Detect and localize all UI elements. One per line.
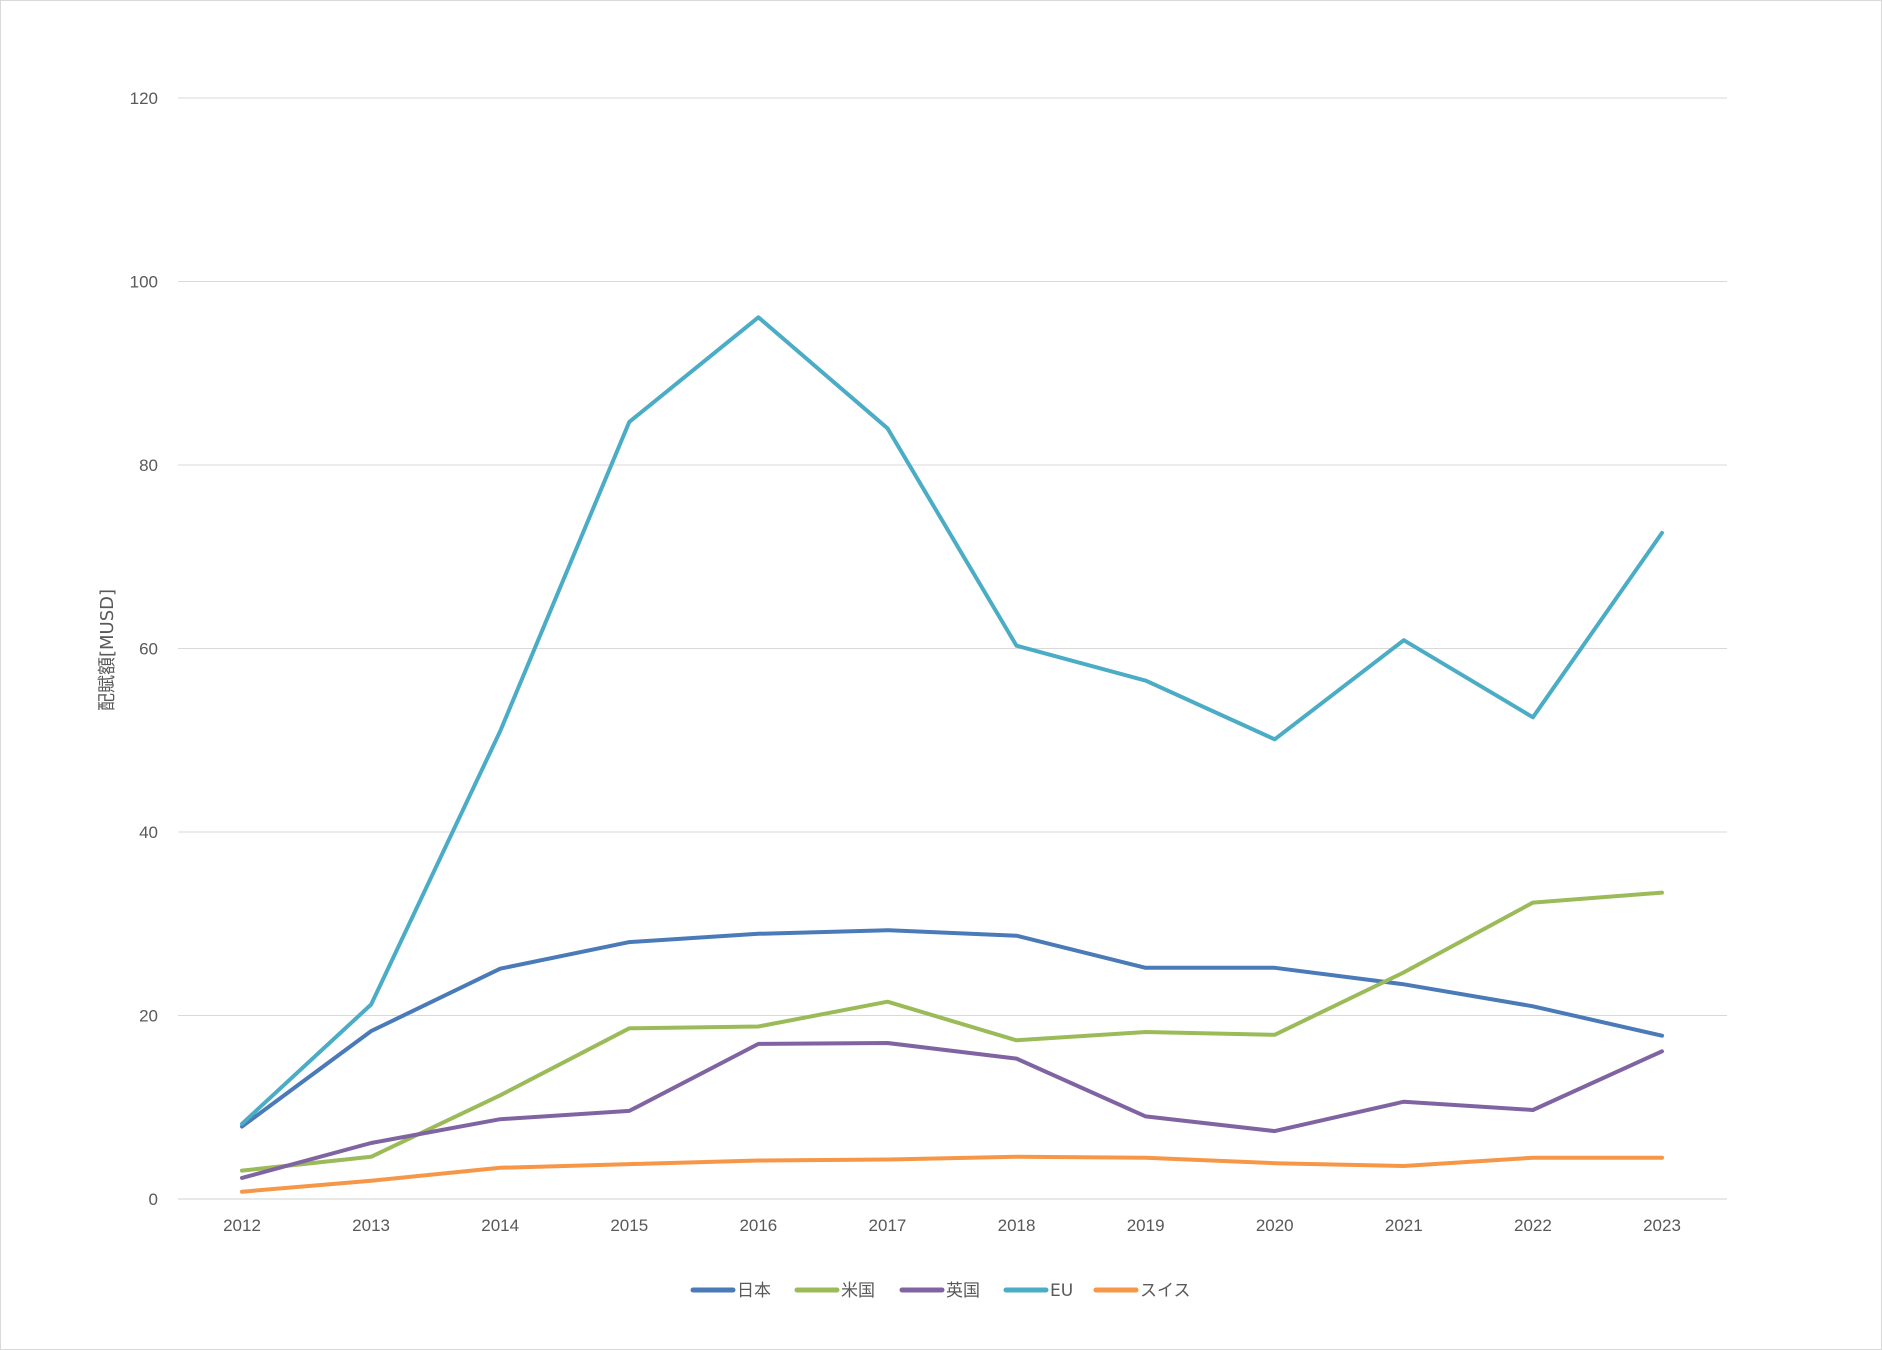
legend: 日本 米国 英国 EU スイス [690, 1281, 1191, 1301]
series-line-4 [240, 1154, 1664, 1194]
gridlines [178, 97, 1727, 1200]
series-lines [240, 315, 1664, 1194]
y-tick-label: 120 [130, 89, 158, 108]
x-tick-label: 2014 [481, 1216, 519, 1235]
y-tick-label: 60 [139, 640, 158, 659]
x-tick-label: 2016 [739, 1216, 777, 1235]
y-axis-ticks: 0 20 40 60 80 100 120 [130, 89, 158, 1209]
y-tick-label: 20 [139, 1007, 158, 1026]
legend-label-1: 米国 [841, 1281, 875, 1301]
legend-label-3: EU [1050, 1281, 1073, 1301]
legend-label-0: 日本 [737, 1281, 771, 1301]
x-tick-label: 2013 [352, 1216, 390, 1235]
x-tick-label: 2017 [869, 1216, 907, 1235]
y-tick-label: 0 [149, 1190, 158, 1209]
y-axis-label: 配賦額[MUSD] [97, 589, 118, 711]
y-tick-label: 40 [139, 823, 158, 842]
x-axis-ticks: 2012 2013 2014 2015 2016 2017 2018 2019 2020 2021… [223, 1216, 1681, 1235]
series-line-3 [240, 315, 1664, 1126]
series-line-1 [240, 890, 1664, 1173]
y-tick-label: 100 [130, 273, 158, 292]
x-tick-label: 2023 [1643, 1216, 1681, 1235]
x-tick-label: 2015 [610, 1216, 648, 1235]
x-tick-label: 2019 [1127, 1216, 1165, 1235]
x-tick-label: 2022 [1514, 1216, 1552, 1235]
legend-label-4: スイス [1140, 1281, 1191, 1301]
legend-label-2: 英国 [946, 1281, 980, 1301]
series-line-2 [240, 1041, 1664, 1180]
x-tick-label: 2020 [1256, 1216, 1294, 1235]
x-tick-label: 2021 [1385, 1216, 1423, 1235]
x-tick-label: 2012 [223, 1216, 261, 1235]
x-tick-label: 2018 [998, 1216, 1036, 1235]
series-line-0 [240, 928, 1664, 1129]
y-tick-label: 80 [139, 456, 158, 475]
